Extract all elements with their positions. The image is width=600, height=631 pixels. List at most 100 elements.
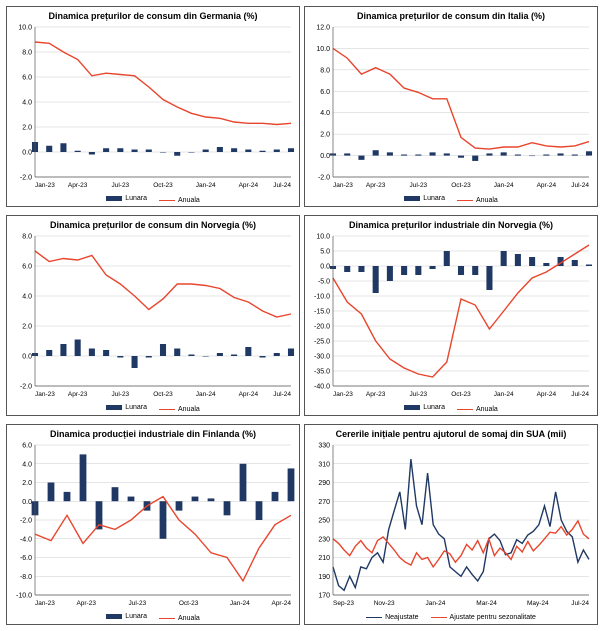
chart-panel: Dinamica prețurilor de consum din Norveg… (6, 215, 300, 416)
svg-text:4.0: 4.0 (22, 461, 32, 468)
svg-text:Jan-24: Jan-24 (196, 182, 216, 189)
svg-text:-25.0: -25.0 (314, 339, 330, 346)
svg-text:4.0: 4.0 (320, 110, 330, 117)
chart-panel: Dinamica producției industriale din Finl… (6, 424, 300, 625)
svg-text:0.0: 0.0 (320, 153, 330, 160)
svg-text:Oct-23: Oct-23 (451, 182, 471, 189)
svg-text:210: 210 (318, 555, 330, 562)
svg-text:Apr-24: Apr-24 (537, 182, 557, 189)
chart-legend: Lunara Anuala (307, 195, 595, 204)
svg-text:Apr-23: Apr-23 (68, 182, 88, 189)
svg-text:Jan-24: Jan-24 (196, 391, 216, 398)
svg-text:0.0: 0.0 (22, 499, 32, 506)
chart-title: Dinamica prețurilor de consum din Norveg… (9, 220, 297, 230)
legend-label: Lunara (423, 404, 445, 411)
svg-text:6.0: 6.0 (22, 443, 32, 450)
svg-text:4.0: 4.0 (22, 100, 32, 107)
svg-text:Apr-24: Apr-24 (239, 182, 259, 189)
svg-text:0.0: 0.0 (320, 264, 330, 271)
svg-text:Jul-24: Jul-24 (571, 391, 589, 398)
chart-legend: Neajustate Ajustate pentru sezonalitate (307, 613, 595, 621)
svg-text:Jul-23: Jul-23 (409, 182, 427, 189)
legend-label: Ajustate pentru sezonalitate (450, 614, 536, 621)
chart-panel: Dinamica prețurilor industriale din Norv… (304, 215, 598, 416)
svg-text:330: 330 (318, 443, 330, 450)
svg-text:-2.0: -2.0 (318, 175, 330, 182)
chart-legend: LunaraAnuala (307, 404, 595, 413)
chart-svg: 170190210230250270290310330Sep-23Nov-23J… (307, 441, 595, 611)
svg-text:Apr-23: Apr-23 (68, 391, 88, 398)
chart-svg: -2.00.02.04.06.08.0Jan-23Apr-23Jul-23Oct… (9, 232, 297, 402)
legend-label: Anuala (178, 615, 200, 622)
legend-label: Anuala (178, 197, 200, 204)
svg-text:Jul-24: Jul-24 (273, 391, 291, 398)
svg-text:5.0: 5.0 (320, 249, 330, 256)
svg-text:2.0: 2.0 (22, 125, 32, 132)
svg-text:-2.0: -2.0 (20, 518, 32, 525)
chart-svg: -2.00.02.04.06.08.010.0Jan-23Apr-23Jul-2… (9, 23, 297, 193)
svg-text:8.0: 8.0 (320, 67, 330, 74)
svg-text:Oct-23: Oct-23 (451, 391, 471, 398)
chart-title: Dinamica prețurilor de consum din German… (9, 11, 297, 21)
svg-text:Oct-23: Oct-23 (153, 391, 173, 398)
svg-text:270: 270 (318, 499, 330, 506)
legend-label: Neajustate (385, 614, 418, 621)
svg-text:6.0: 6.0 (22, 75, 32, 82)
svg-text:-8.0: -8.0 (20, 574, 32, 581)
svg-text:10.0: 10.0 (316, 46, 330, 53)
chart-grid: Dinamica prețurilor de consum din German… (6, 6, 594, 625)
svg-text:250: 250 (318, 518, 330, 525)
svg-text:-15.0: -15.0 (314, 309, 330, 316)
svg-text:0.0: 0.0 (22, 150, 32, 157)
svg-text:10.0: 10.0 (316, 234, 330, 241)
svg-text:Jan-23: Jan-23 (333, 182, 353, 189)
svg-text:-35.0: -35.0 (314, 369, 330, 376)
legend-label: Lunara (125, 404, 147, 411)
chart-title: Dinamica producției industriale din Finl… (9, 429, 297, 439)
svg-text:Apr-23: Apr-23 (366, 391, 386, 398)
svg-text:-4.0: -4.0 (20, 536, 32, 543)
svg-text:12.0: 12.0 (316, 25, 330, 32)
svg-text:Apr-24: Apr-24 (239, 391, 259, 398)
svg-text:0.0: 0.0 (22, 354, 32, 361)
svg-text:Oct-23: Oct-23 (153, 182, 173, 189)
svg-text:Jul-23: Jul-23 (111, 391, 129, 398)
svg-text:310: 310 (318, 461, 330, 468)
svg-text:-10.0: -10.0 (16, 593, 32, 600)
svg-text:-20.0: -20.0 (314, 324, 330, 331)
svg-text:-10.0: -10.0 (314, 294, 330, 301)
svg-text:-2.0: -2.0 (20, 384, 32, 391)
svg-text:Jul-23: Jul-23 (409, 391, 427, 398)
svg-text:-2.0: -2.0 (20, 175, 32, 182)
legend-label: Lunara (125, 613, 147, 620)
chart-title: Cererile inițiale pentru ajutorul de som… (307, 429, 595, 439)
svg-text:8.0: 8.0 (22, 50, 32, 57)
svg-text:4.0: 4.0 (22, 294, 32, 301)
chart-title: Dinamica prețurilor de consum din Italia… (307, 11, 595, 21)
legend-label: Anuala (178, 406, 200, 413)
chart-svg: -10.0-8.0-6.0-4.0-2.00.02.04.06.0Jan-23A… (9, 441, 297, 611)
chart-panel: Dinamica prețurilor de consum din German… (6, 6, 300, 207)
svg-text:Apr-24: Apr-24 (537, 391, 557, 398)
legend-label: Lunara (423, 195, 445, 202)
chart-title: Dinamica prețurilor industriale din Norv… (307, 220, 595, 230)
legend-label: Anuala (476, 197, 498, 204)
chart-panel: Dinamica prețurilor de consum din Italia… (304, 6, 598, 207)
chart-legend: Lunara Anuala (9, 404, 297, 413)
chart-panel: Cererile inițiale pentru ajutorul de som… (304, 424, 598, 625)
svg-text:Jul-24: Jul-24 (273, 182, 291, 189)
svg-text:Apr-23: Apr-23 (366, 182, 386, 189)
svg-text:8.0: 8.0 (22, 234, 32, 241)
chart-legend: Lunara Anuala (9, 613, 297, 622)
legend-label: Lunara (125, 195, 147, 202)
svg-text:-30.0: -30.0 (314, 354, 330, 361)
svg-text:6.0: 6.0 (320, 89, 330, 96)
svg-text:Jan-23: Jan-23 (35, 391, 55, 398)
svg-text:Jan-24: Jan-24 (494, 182, 514, 189)
svg-text:-40.0: -40.0 (314, 384, 330, 391)
svg-text:2.0: 2.0 (22, 324, 32, 331)
svg-text:290: 290 (318, 480, 330, 487)
svg-text:2.0: 2.0 (320, 132, 330, 139)
svg-text:-6.0: -6.0 (20, 555, 32, 562)
svg-text:Jul-24: Jul-24 (571, 182, 589, 189)
